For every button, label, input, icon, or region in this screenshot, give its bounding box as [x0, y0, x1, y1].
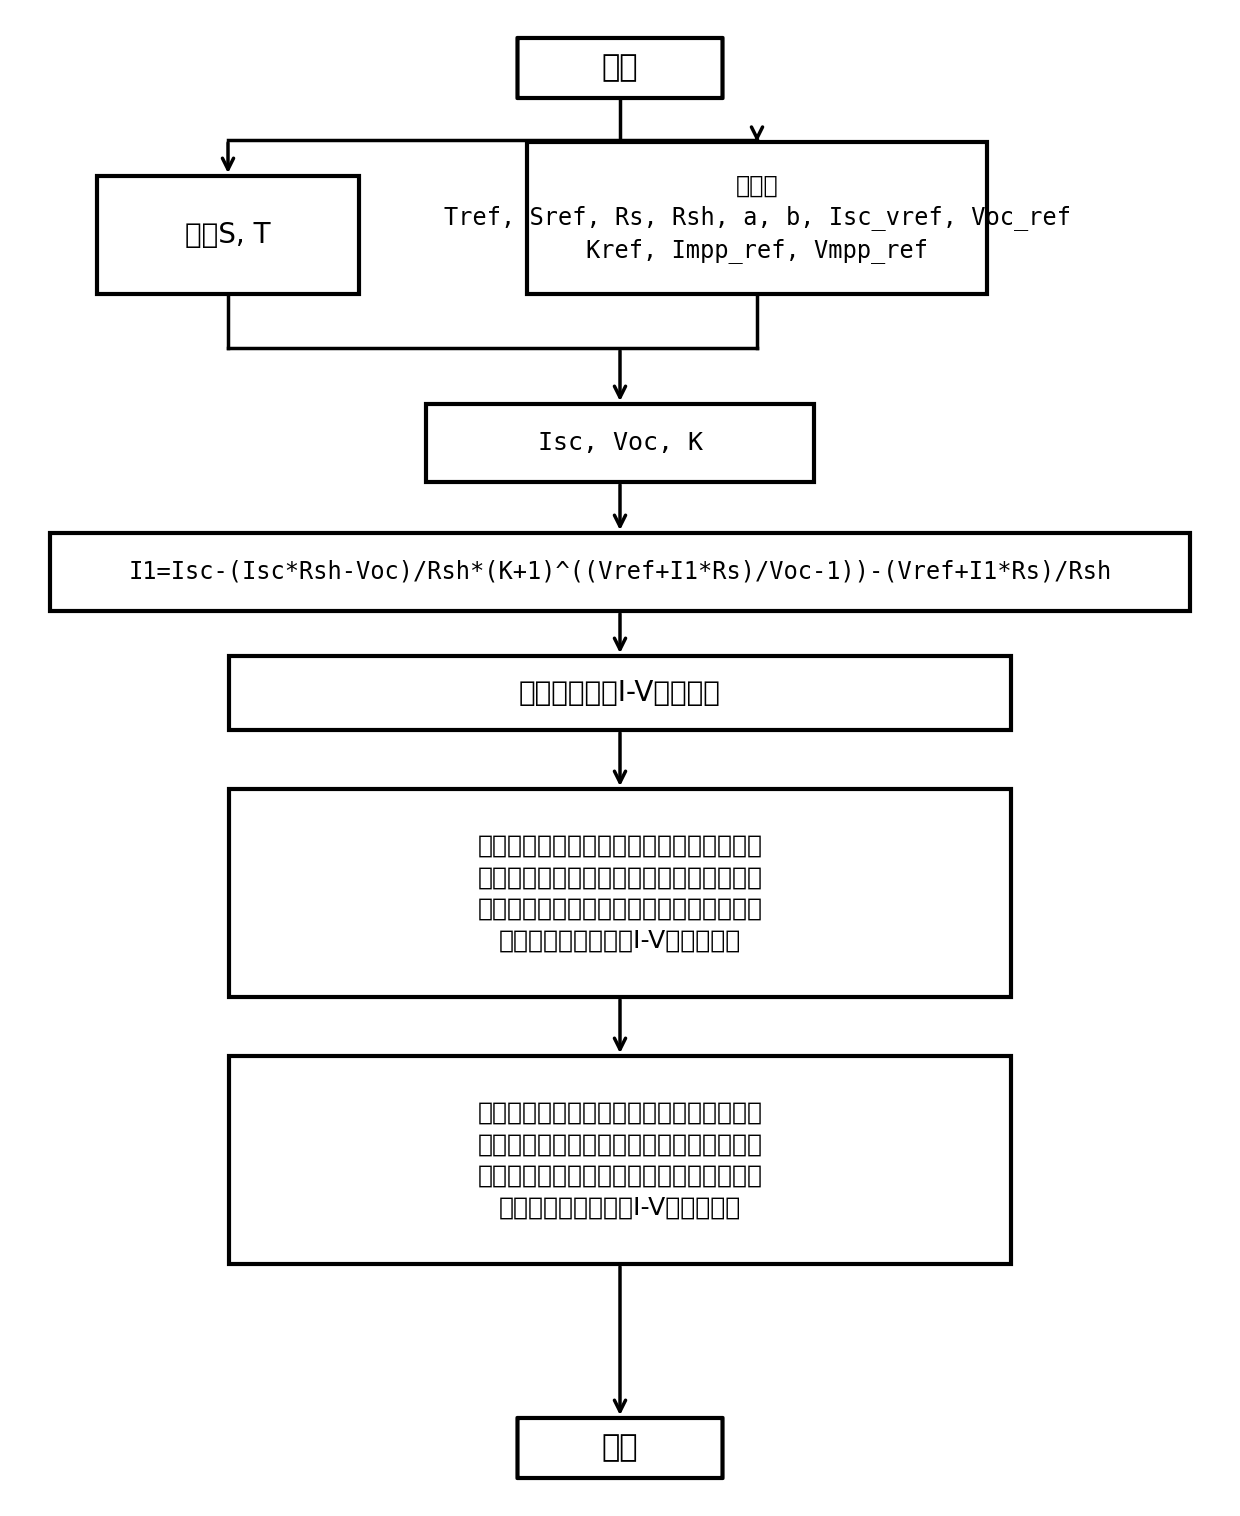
Text: 给定的
Tref, Sref, Rs, Rsh, a, b, Isc_vref, Voc_ref
Kref, Impp_ref, Vmpp_ref: 给定的 Tref, Sref, Rs, Rsh, a, b, Isc_vref,…: [444, 173, 1070, 262]
Bar: [527, 143, 987, 294]
Text: 开始: 开始: [601, 1434, 639, 1463]
Text: 对组串电压进行线性等分，然后对对各个组
串的电流进行样条差值，计算出某一电压下
各个组串的电流，然后将阵列所有组串的电
流叠加，获得阵列的I-V特性曲线。: 对组串电压进行线性等分，然后对对各个组 串的电流进行样条差值，计算出某一电压下 …: [477, 1101, 763, 1219]
Bar: [229, 1057, 1011, 1264]
Text: I1=Isc-(Isc*Rsh-Voc)/Rsh*(K+1)^((Vref+I1*Rs)/Voc-1))-(Vref+I1*Rs)/Rsh: I1=Isc-(Isc*Rsh-Voc)/Rsh*(K+1)^((Vref+I1…: [129, 559, 1111, 584]
FancyBboxPatch shape: [517, 38, 723, 99]
Text: 实时S, T: 实时S, T: [185, 221, 270, 249]
Text: 求得各个组件I-V特性曲线: 求得各个组件I-V特性曲线: [520, 679, 720, 706]
Bar: [229, 656, 1011, 731]
Bar: [427, 403, 813, 482]
Text: 对组件电流进行线性等分，然后对对各个组
件的电压进行样条差值，计算出某一电流下
各个组件的电压，然后将该串所有组件的电
压叠加，获得组串的I-V特性曲线。: 对组件电流进行线性等分，然后对对各个组 件的电压进行样条差值，计算出某一电流下 …: [477, 834, 763, 952]
Bar: [50, 534, 1190, 611]
Bar: [97, 176, 360, 294]
Text: Isc, Voc, K: Isc, Voc, K: [537, 431, 703, 455]
FancyBboxPatch shape: [517, 1417, 723, 1478]
Text: 开始: 开始: [601, 53, 639, 82]
Bar: [229, 788, 1011, 998]
